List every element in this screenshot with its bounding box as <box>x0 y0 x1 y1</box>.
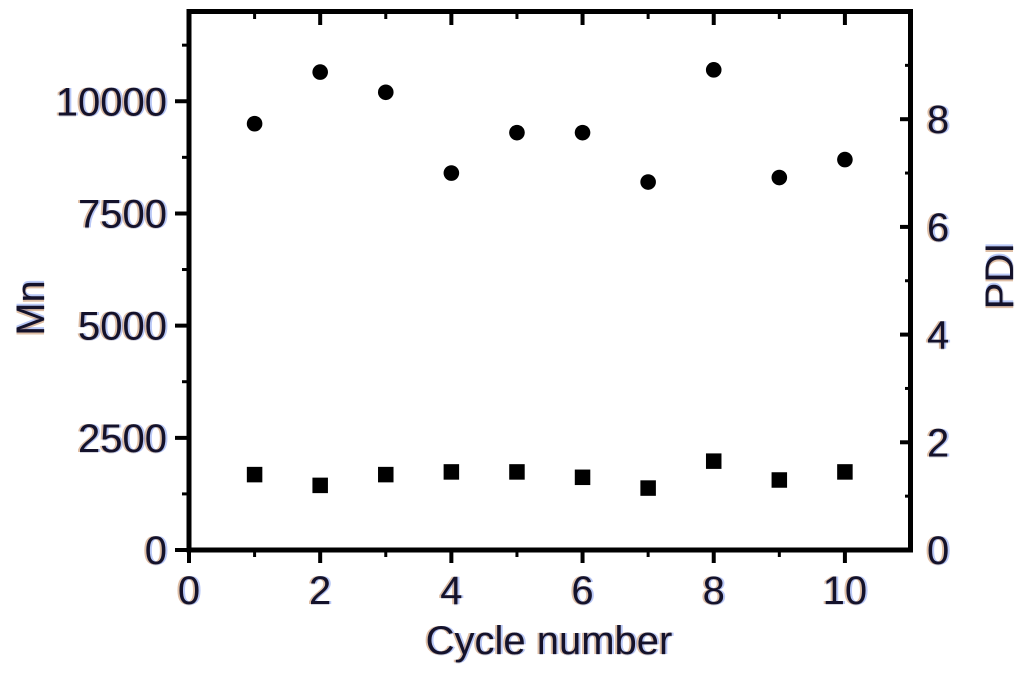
plot-frame <box>186 9 913 553</box>
x-tick-label: 0 <box>178 569 200 613</box>
left-tick-label: 7500 <box>78 192 167 236</box>
data-markers <box>246 62 853 496</box>
left-tick-label: 2500 <box>78 417 167 461</box>
pdi-data-point <box>378 466 394 483</box>
left-tick-label: 10000 <box>56 80 167 124</box>
right-tick-label: 6 <box>927 206 949 250</box>
pdi-data-point <box>705 453 722 469</box>
mn-data-point <box>574 124 591 141</box>
tick-marks <box>175 9 913 563</box>
right-tick-label: 0 <box>927 529 949 573</box>
x-tick-label: 10 <box>823 569 868 613</box>
pdi-data-point <box>443 464 460 480</box>
mn-data-point <box>705 62 722 78</box>
x-tick-label: 4 <box>440 569 462 613</box>
pdi-data-point <box>640 480 656 496</box>
left-axis-title: Mn <box>9 280 53 336</box>
pdi-data-point <box>246 466 263 483</box>
mn-data-point <box>246 115 263 132</box>
left-tick-label: 0 <box>145 529 167 573</box>
mn-data-point <box>837 151 853 168</box>
left-tick-label: 5000 <box>78 305 167 349</box>
right-axis-title: PDI <box>978 243 1022 310</box>
x-tick-label: 6 <box>571 569 593 613</box>
mn-data-point <box>640 174 656 190</box>
right-tick-label: 4 <box>927 314 949 358</box>
pdi-data-point <box>509 464 525 480</box>
pdi-data-point <box>771 472 788 488</box>
x-axis-title: Cycle number <box>426 619 673 663</box>
right-tick-label: 2 <box>927 421 949 465</box>
tick-labels: 0 2 4 6 8 10 0 2500 5000 7500 10000 0 2 4 6 8 <box>56 80 949 613</box>
pdi-data-point <box>837 464 853 480</box>
mn-data-point <box>312 64 328 80</box>
mn-data-point <box>509 124 525 141</box>
pdi-data-point <box>574 469 591 486</box>
x-tick-label: 8 <box>703 569 725 613</box>
mn-data-point <box>377 84 394 101</box>
pdi-data-point <box>312 477 328 494</box>
x-tick-label: 2 <box>309 569 331 613</box>
right-tick-label: 8 <box>927 98 949 142</box>
mn-data-point <box>771 169 788 186</box>
mn-data-point <box>443 165 460 181</box>
